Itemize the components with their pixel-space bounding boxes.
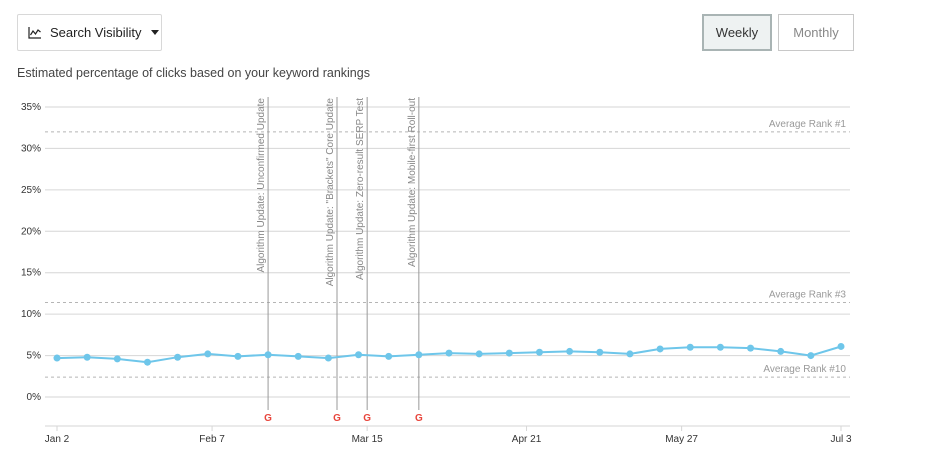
chevron-down-icon [150,30,159,35]
google-icon: G [264,413,272,424]
data-point [475,350,483,358]
data-point [535,348,543,356]
data-point [656,345,664,353]
y-tick-label: 15% [21,268,41,279]
data-point [415,351,423,359]
data-point [445,349,453,357]
data-point [505,349,513,357]
weekly-button[interactable]: Weekly [702,14,772,51]
chart-subtitle: Estimated percentage of clicks based on … [17,66,370,80]
data-point [777,347,785,355]
data-point [204,350,212,358]
data-point [143,358,151,366]
data-point [294,352,302,360]
x-tick-label: Mar 15 [352,434,384,445]
x-tick-label: Feb 7 [199,434,225,445]
data-point [324,354,332,362]
y-tick-label: 0% [27,392,42,403]
annotation-label: Algorithm Update: Zero-result SERP Test [355,98,366,280]
y-tick-label: 30% [21,143,41,154]
data-point [566,347,574,355]
y-tick-label: 20% [21,226,41,237]
annotation-label: Algorithm Update: Unconfirmed Update [256,98,267,273]
google-icon: G [363,413,371,424]
google-icon: G [333,413,341,424]
monthly-button[interactable]: Monthly [778,14,854,51]
data-point [837,342,845,350]
reference-line-label: Average Rank #10 [763,364,846,375]
google-icon: G [415,413,423,424]
data-point [807,352,815,360]
data-point [264,351,272,359]
data-point [53,354,61,362]
x-tick-label: May 27 [665,434,698,445]
data-point [83,353,91,361]
metric-dropdown[interactable]: Search Visibility [17,14,162,51]
x-tick-label: Apr 21 [512,434,542,445]
y-tick-label: 35% [21,102,41,113]
annotation-label: Algorithm Update: Mobile-first Roll-out [407,98,418,267]
data-point [113,355,121,363]
data-point [596,348,604,356]
y-tick-label: 5% [27,351,42,362]
data-point [385,352,393,360]
data-point [626,350,634,358]
data-point [234,352,242,360]
annotation-label: Algorithm Update: "Brackets" Core Update [325,98,336,287]
y-tick-label: 10% [21,309,41,320]
data-point [355,351,363,359]
data-point [174,353,182,361]
metric-dropdown-label: Search Visibility [50,25,142,40]
data-point [716,343,724,351]
x-tick-label: Jul 3 [830,434,852,445]
x-tick-label: Jan 2 [45,434,70,445]
data-point [686,343,694,351]
reference-line-label: Average Rank #3 [769,290,847,301]
y-tick-label: 25% [21,185,41,196]
data-point [747,344,755,352]
reference-line-label: Average Rank #1 [769,119,847,130]
line-chart-icon [28,26,41,39]
